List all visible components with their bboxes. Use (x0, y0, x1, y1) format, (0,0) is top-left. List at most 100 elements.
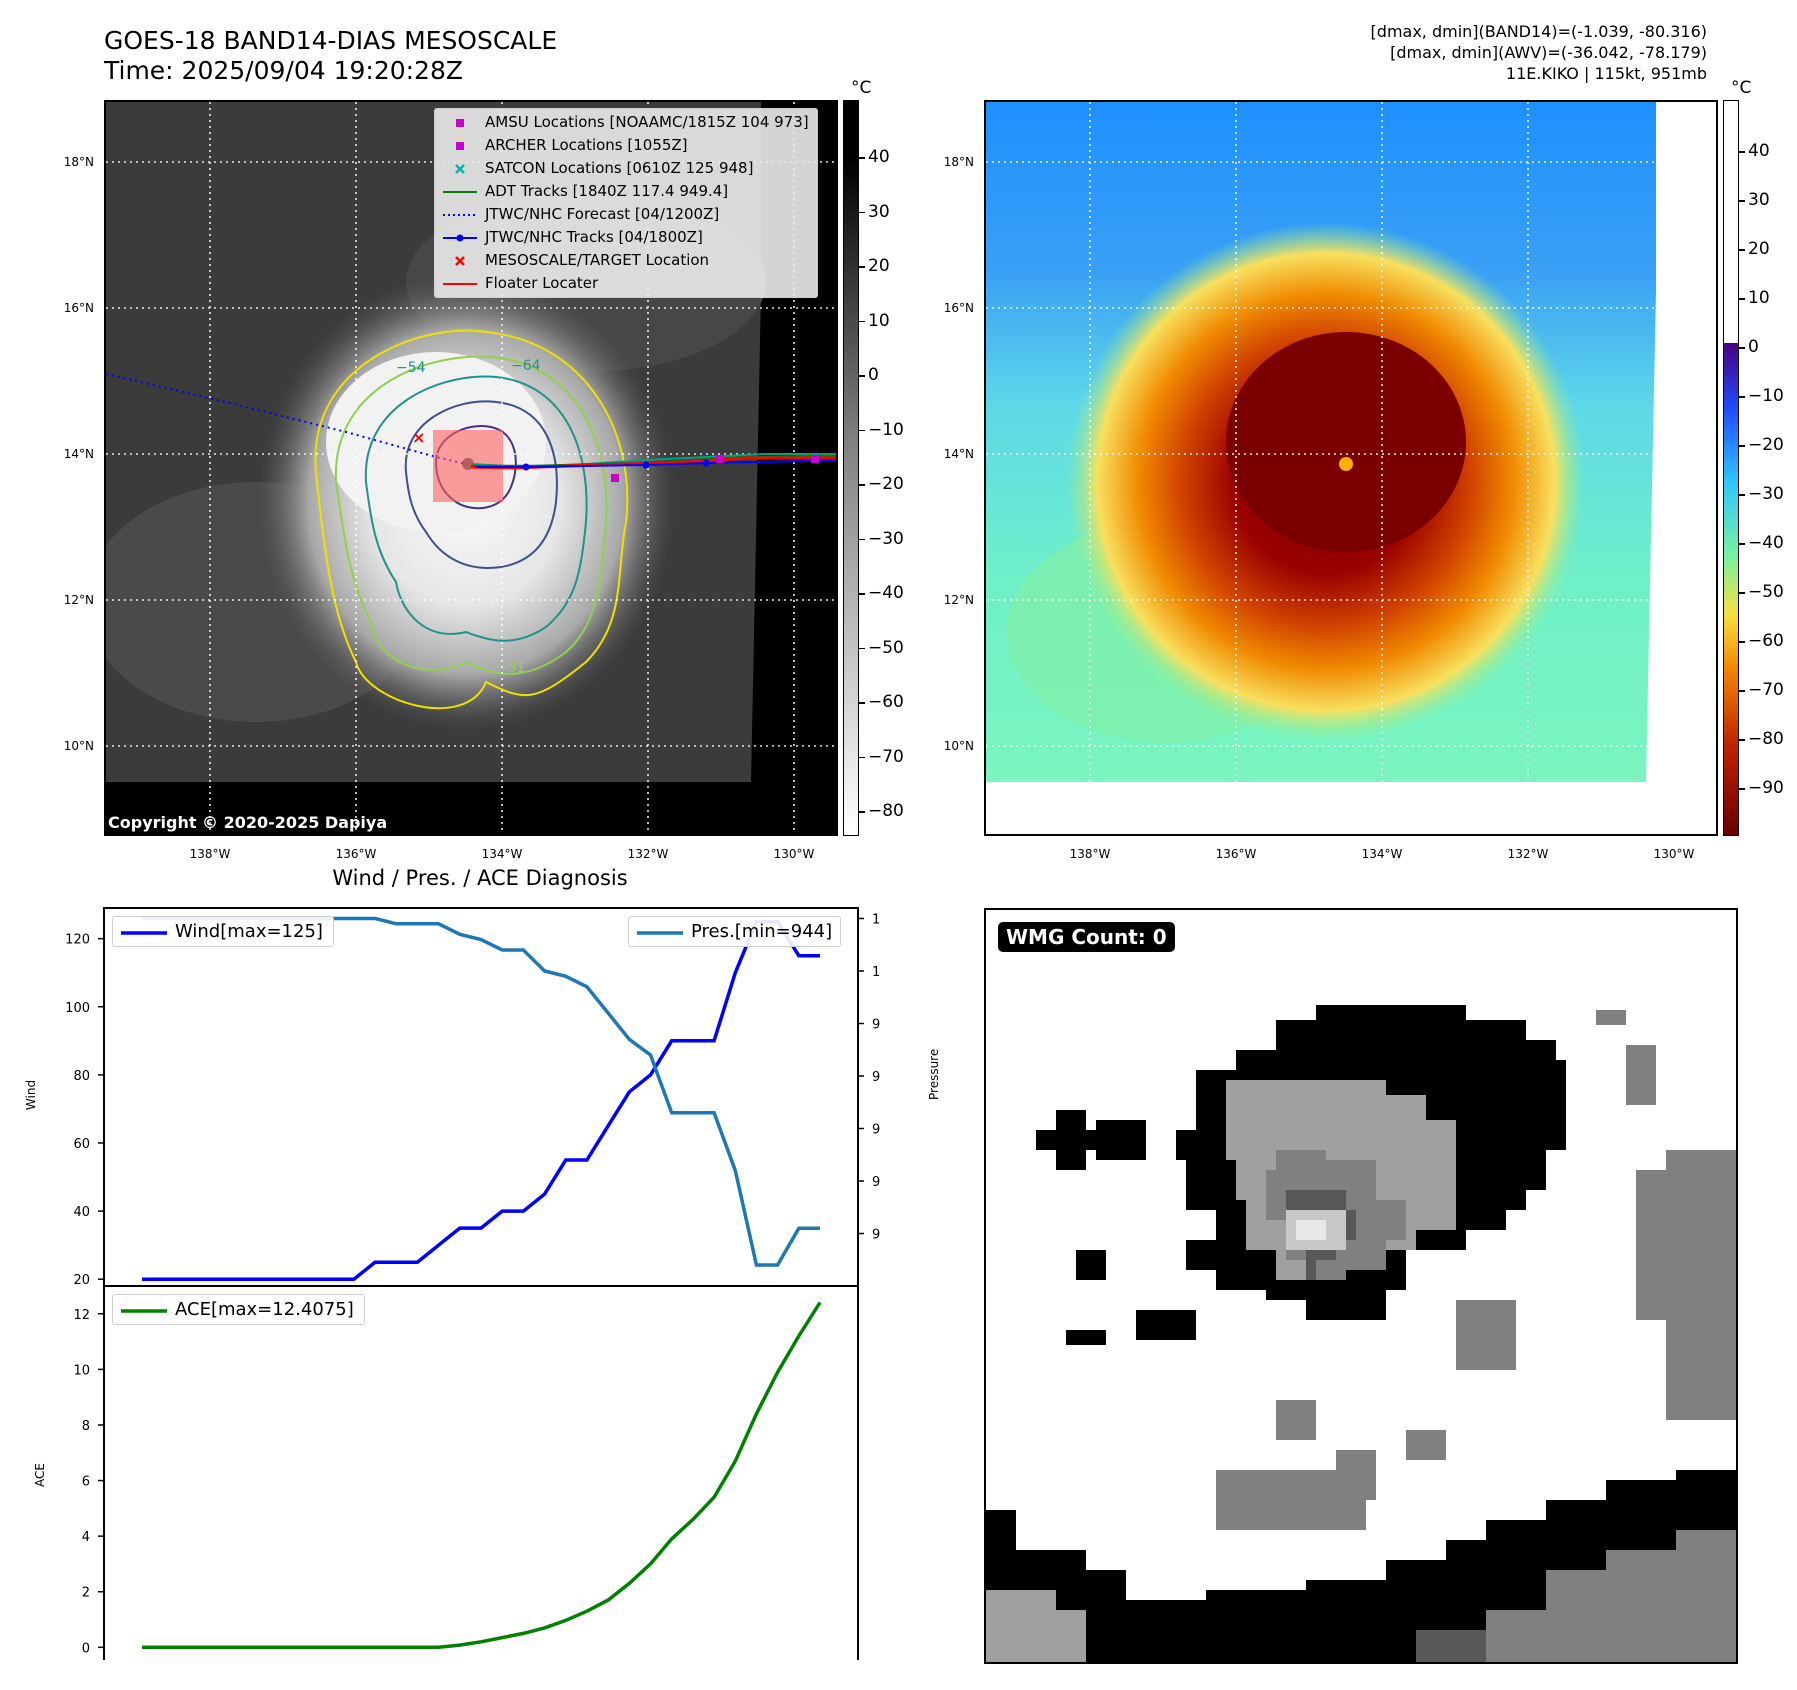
pressure-y-ticks: 950 960 970 980 990 1000 1010 (858, 913, 880, 1243)
pressure-legend: Pres.[min=944] (628, 916, 842, 947)
awv-colorbar (1723, 100, 1739, 836)
ir-colorbar-tick: 30 (859, 201, 890, 222)
y-tick-label: 4 (82, 1530, 90, 1545)
lat-tick-label: 12°N (943, 593, 974, 607)
y-tick-label: 120 (65, 933, 90, 948)
lat-tick-label: 16°N (943, 301, 974, 315)
storm-info: 11E.KIKO | 115kt, 951mb (1505, 64, 1707, 83)
lat-tick-label: 12°N (63, 593, 94, 607)
awv-colorbar-tick: −40 (1739, 533, 1784, 553)
y-tick-label: 40 (73, 1205, 90, 1220)
svg-text:−31: −31 (496, 660, 526, 676)
line-marker-icon (121, 1309, 167, 1313)
awv-colorbar-tick: 40 (1739, 141, 1770, 161)
ir-colorbar-tick: −60 (859, 692, 904, 712)
wind-legend: Wind[max=125] (112, 916, 334, 947)
legend-item-satcon: SATCON Locations [0610Z 125 948] (435, 157, 817, 180)
ir-colorbar-tick: 20 (859, 256, 890, 276)
x-marker-icon (455, 164, 465, 174)
lon-tick-label: 132°W (627, 847, 669, 861)
lat-tick-label: 14°N (63, 447, 94, 461)
lon-tick-label: 134°W (481, 847, 523, 861)
ace-y-label: ACE (33, 1463, 47, 1487)
pressure-series-line (142, 916, 820, 1267)
figure-title-line2: Time: 2025/09/04 19:20:28Z (104, 56, 463, 85)
wind-y-ticks: 20 40 60 80 100 120 (65, 933, 104, 1288)
y-tick-label: 970 (872, 1123, 880, 1138)
awv-colorbar-tick: −30 (1739, 484, 1784, 504)
awv-colorbar-tick: 20 (1739, 239, 1770, 259)
lon-tick-label: 132°W (1507, 847, 1549, 861)
lon-tick-label: 136°W (335, 847, 377, 861)
y-tick-label: 2 (82, 1586, 90, 1601)
lon-tick-label: 138°W (1069, 847, 1111, 861)
line-marker-icon (443, 283, 477, 285)
y-tick-label: 1010 (872, 913, 880, 928)
dmax-band14-info: [dmax, dmin](BAND14)=(-1.039, -80.316) (1370, 22, 1707, 41)
lat-tick-label: 14°N (943, 447, 974, 461)
y-tick-label: 6 (82, 1475, 90, 1490)
awv-colorbar-tick: −10 (1739, 386, 1784, 406)
awv-colorbar-tick: −60 (1739, 631, 1784, 651)
ace-y-ticks: 0 2 4 6 8 10 12 (73, 1308, 104, 1656)
ir-legend: AMSU Locations [NOAAMC/1815Z 104 973] AR… (434, 108, 818, 298)
awv-map-panel[interactable] (984, 100, 1718, 836)
awv-colorbar-unit: °C (1731, 78, 1752, 98)
y-tick-label: 80 (73, 1069, 90, 1084)
line-marker-icon (637, 931, 683, 935)
square-marker-icon (456, 142, 464, 150)
ir-colorbar-tick: −10 (859, 419, 904, 440)
y-tick-label: 12 (73, 1308, 90, 1323)
awv-colorbar-tick: 0 (1739, 337, 1759, 357)
y-tick-label: 0 (82, 1641, 90, 1656)
diagnosis-title: Wind / Pres. / ACE Diagnosis (332, 866, 628, 890)
svg-text:×: × (412, 428, 425, 447)
y-tick-label: 100 (65, 1001, 90, 1016)
lat-tick-label: 10°N (943, 739, 974, 753)
legend-item-archer: ARCHER Locations [1055Z] (435, 134, 817, 157)
y-tick-label: 8 (82, 1419, 90, 1434)
y-tick-label: 960 (872, 1175, 880, 1190)
ir-map-panel[interactable]: −54 −64 −31 × Copyright © 2020-20 (104, 100, 838, 836)
lat-tick-label: 18°N (63, 155, 94, 169)
y-tick-label: 20 (73, 1273, 90, 1288)
lon-tick-label: 136°W (1215, 847, 1257, 861)
ir-colorbar-unit: °C (851, 78, 872, 98)
awv-colorbar-tick: −50 (1739, 582, 1784, 602)
square-marker-icon (456, 119, 464, 127)
ir-colorbar-tick: −30 (859, 528, 904, 549)
ir-colorbar-tick: −40 (859, 583, 904, 603)
lat-tick-label: 16°N (63, 301, 94, 315)
dmax-awv-info: [dmax, dmin](AWV)=(-36.042, -78.179) (1390, 43, 1707, 62)
wmg-image (986, 1005, 1736, 1662)
awv-colorbar-tick: −70 (1739, 680, 1784, 700)
lat-tick-label: 18°N (943, 155, 974, 169)
ir-colorbar (843, 100, 859, 836)
y-tick-label: 980 (872, 1070, 880, 1085)
legend-item-tracks: JTWC/NHC Tracks [04/1800Z] (435, 226, 817, 249)
line-marker-icon (443, 191, 477, 193)
lon-tick-label: 130°W (1653, 847, 1695, 861)
awv-image (986, 102, 1716, 834)
x-marker-icon (455, 256, 465, 266)
y-tick-label: 990 (872, 1018, 880, 1033)
legend-item-forecast: JTWC/NHC Forecast [04/1200Z] (435, 203, 817, 226)
ace-series-line (142, 1301, 822, 1650)
figure-title-line1: GOES-18 BAND14-DIAS MESOSCALE (104, 26, 558, 55)
svg-text:−54: −54 (396, 360, 426, 376)
ir-colorbar-tick: −50 (859, 637, 904, 658)
line-marker-icon (121, 931, 167, 935)
legend-item-adt: ADT Tracks [1840Z 117.4 949.4] (435, 180, 817, 203)
awv-colorbar-tick: 30 (1739, 190, 1770, 210)
y-tick-label: 10 (73, 1363, 90, 1378)
awv-colorbar-tick: −20 (1739, 435, 1784, 455)
y-tick-label: 60 (73, 1137, 90, 1152)
ir-colorbar-tick: 0 (859, 365, 879, 385)
legend-item-amsu: AMSU Locations [NOAAMC/1815Z 104 973] (435, 111, 817, 134)
wmg-panel[interactable]: WMG Count: 0 (984, 908, 1738, 1664)
lon-tick-label: 130°W (773, 847, 815, 861)
line-dot-icon (443, 234, 477, 242)
dotted-line-icon (443, 214, 477, 216)
lat-tick-label: 10°N (63, 739, 94, 753)
